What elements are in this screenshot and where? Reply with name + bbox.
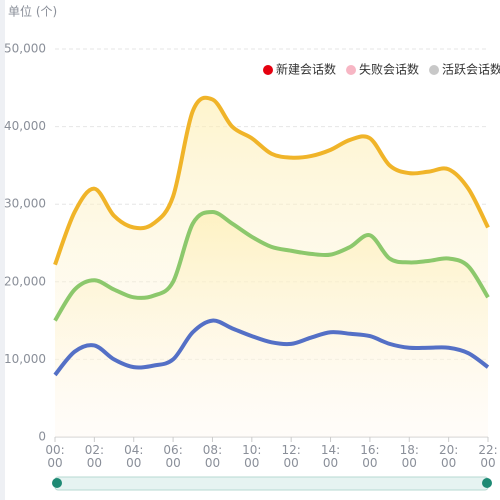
legend-label: 新建会话数	[276, 62, 336, 77]
y-tick-label: 10,000	[4, 352, 46, 366]
y-axis-label: 单位 (个)	[8, 4, 57, 19]
left-strip	[0, 0, 5, 500]
y-tick-label: 50,000	[4, 42, 46, 56]
legend-label: 失败会话数	[359, 62, 419, 77]
legend-marker	[346, 65, 357, 75]
legend-label: 活跃会话数	[442, 62, 500, 77]
y-tick-label: 0	[38, 430, 46, 444]
x-tick-label: 16:00	[360, 443, 380, 470]
slider-handle[interactable]	[52, 478, 62, 488]
x-tick-label: 02:00	[84, 443, 105, 470]
series-line	[53, 95, 490, 266]
series-line	[53, 209, 490, 322]
legend-marker	[429, 65, 440, 75]
x-tick-label: 12:00	[281, 443, 301, 470]
x-tick-label: 06:00	[163, 443, 183, 470]
area	[55, 211, 488, 437]
x-tick-label: 08:00	[202, 443, 223, 470]
y-tick-label: 40,000	[4, 119, 46, 133]
x-tick-label: 18:00	[399, 443, 419, 470]
legend-marker	[263, 65, 273, 75]
x-tick-label: 00:00	[45, 443, 65, 470]
x-tick-label: 20:00	[438, 443, 459, 470]
x-tick-label: 10:00	[242, 443, 262, 470]
zoom-slider[interactable]	[54, 476, 489, 491]
y-tick-label: 30,000	[4, 197, 46, 211]
slider-handle[interactable]	[482, 478, 492, 488]
series-line	[53, 318, 490, 377]
y-tick-label: 20,000	[4, 274, 46, 288]
x-tick-label: 14:00	[320, 443, 341, 470]
x-tick-label: 04:00	[124, 443, 144, 470]
x-tick-label: 22:00	[478, 443, 498, 470]
